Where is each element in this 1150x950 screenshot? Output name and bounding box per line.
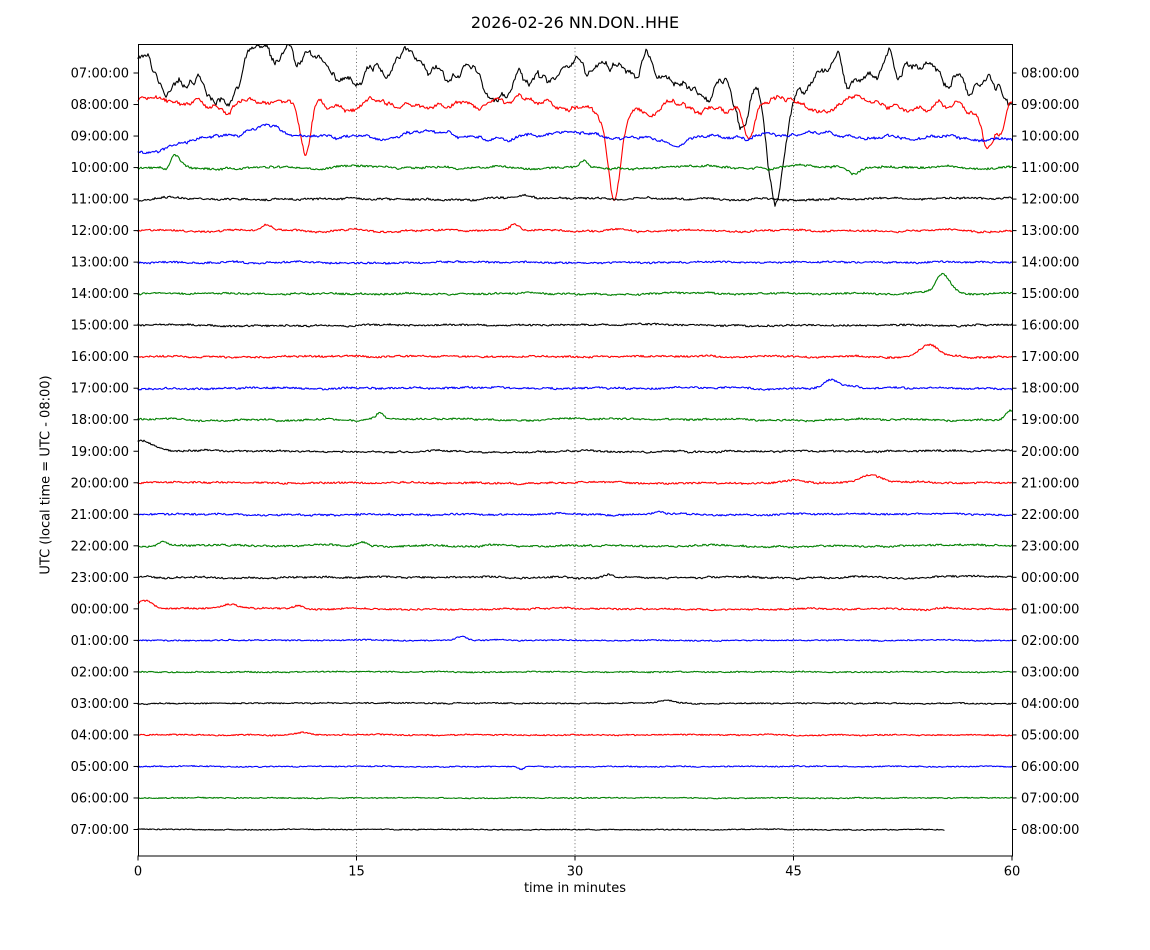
seismogram-trace-20:00:00 [137,474,1013,486]
seismogram-trace-06:00:00 [137,796,1013,800]
x-axis-label: time in minutes [523,881,627,896]
y-tick-label-right: 06:00:00 [1021,760,1079,775]
y-tick-label-left: 22:00:00 [71,539,129,554]
y-tick-label-left: 02:00:00 [71,665,129,680]
y-tick-label-left: 16:00:00 [71,350,129,365]
seismogram-trace-00:00:00 [137,599,1013,612]
y-tick-label-right: 08:00:00 [1021,823,1079,838]
y-tick-label-left: 00:00:00 [71,602,129,617]
y-tick-label-right: 17:00:00 [1021,350,1079,365]
y-tick-label-right: 01:00:00 [1021,602,1079,617]
y-tick-label-left: 11:00:00 [71,193,129,208]
y-tick-label-right: 13:00:00 [1021,224,1079,239]
x-tick-label: 30 [567,865,584,880]
seismogram-trace-02:00:00 [137,670,1013,674]
y-tick-label-right: 00:00:00 [1021,571,1079,586]
y-tick-label-right: 08:00:00 [1021,67,1079,82]
seismogram-trace-23:00:00 [137,573,1013,581]
y-tick-label-right: 21:00:00 [1021,476,1079,491]
seismogram-trace-01:00:00 [137,635,1013,643]
y-tick-label-left: 10:00:00 [71,161,129,176]
x-tick-label: 15 [348,865,365,880]
y-tick-label-left: 18:00:00 [71,413,129,428]
y-tick-label-right: 19:00:00 [1021,413,1079,428]
y-tick-label-right: 20:00:00 [1021,445,1079,460]
seismogram-trace-07:00:00 [137,828,945,831]
seismogram-trace-05:00:00 [137,764,1013,771]
y-tick-label-right: 15:00:00 [1021,287,1079,302]
seismogram-trace-15:00:00 [137,322,1013,328]
seismogram-trace-21:00:00 [137,510,1013,517]
seismogram-trace-12:00:00 [137,223,1013,234]
y-tick-label-left: 03:00:00 [71,697,129,712]
y-tick-label-right: 09:00:00 [1021,98,1079,113]
y-tick-label-right: 18:00:00 [1021,382,1079,397]
y-tick-label-right: 07:00:00 [1021,791,1079,806]
y-tick-label-left: 01:00:00 [71,634,129,649]
y-tick-label-left: 19:00:00 [71,445,129,460]
y-tick-label-left: 12:00:00 [71,224,129,239]
seismogram-trace-11:00:00 [137,193,1013,202]
seismogram-trace-14:00:00 [137,272,1013,297]
y-tick-label-left: 14:00:00 [71,287,129,302]
y-tick-label-right: 22:00:00 [1021,508,1079,523]
y-tick-label-right: 05:00:00 [1021,728,1079,743]
y-tick-label-left: 15:00:00 [71,319,129,334]
y-tick-label-right: 16:00:00 [1021,319,1079,334]
y-tick-label-left: 17:00:00 [71,382,129,397]
x-tick-label: 0 [134,865,142,880]
y-tick-label-left: 05:00:00 [71,760,129,775]
seismogram-trace-10:00:00 [137,153,1013,176]
y-tick-label-right: 12:00:00 [1021,193,1079,208]
y-tick-label-right: 03:00:00 [1021,665,1079,680]
y-tick-label-right: 02:00:00 [1021,634,1079,649]
y-tick-label-right: 04:00:00 [1021,697,1079,712]
y-tick-label-right: 10:00:00 [1021,130,1079,145]
y-tick-label-left: 13:00:00 [71,256,129,271]
seismogram-trace-19:00:00 [137,439,1013,454]
seismogram-trace-09:00:00 [137,123,1013,155]
y-tick-label-left: 21:00:00 [71,508,129,523]
seismogram-trace-16:00:00 [137,343,1013,360]
y-tick-label-left: 20:00:00 [71,476,129,491]
y-tick-label-left: 06:00:00 [71,791,129,806]
chart-title: 2026-02-26 NN.DON..HHE [470,13,680,32]
y-tick-label-right: 23:00:00 [1021,539,1079,554]
y-tick-label-left: 09:00:00 [71,130,129,145]
y-tick-label-left: 04:00:00 [71,728,129,743]
y-tick-label-right: 11:00:00 [1021,161,1079,176]
seismogram-trace-07:00:00 [137,44,1013,207]
seismogram-trace-13:00:00 [137,260,1013,265]
seismogram-trace-04:00:00 [137,731,1013,737]
y-tick-label-left: 08:00:00 [71,98,129,113]
y-tick-label-left: 07:00:00 [71,67,129,82]
y-tick-label-left: 23:00:00 [71,571,129,586]
seismogram-trace-18:00:00 [137,409,1013,423]
y-tick-label-left: 07:00:00 [71,823,129,838]
x-tick-label: 60 [1004,865,1021,880]
y-tick-label-right: 14:00:00 [1021,256,1079,271]
seismogram-trace-22:00:00 [137,540,1013,549]
seismogram-trace-08:00:00 [137,93,1013,202]
seismogram-trace-17:00:00 [137,378,1013,391]
x-tick-label: 45 [785,865,802,880]
seismogram-trace-03:00:00 [137,699,1013,706]
